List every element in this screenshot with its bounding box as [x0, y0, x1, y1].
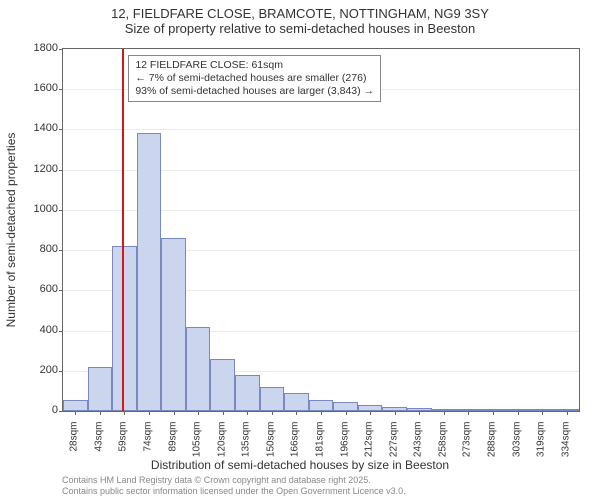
x-tickmark — [247, 411, 248, 415]
histogram-bar — [309, 400, 334, 411]
x-tickmark — [174, 411, 175, 415]
histogram-bar — [210, 359, 235, 411]
x-tick-label: 59sqm — [118, 422, 129, 464]
histogram-bar — [161, 238, 186, 411]
chart-title: 12, FIELDFARE CLOSE, BRAMCOTE, NOTTINGHA… — [0, 6, 600, 36]
y-tick-label: 0 — [8, 404, 58, 416]
info-box: 12 FIELDFARE CLOSE: 61sqm ← 7% of semi-d… — [128, 55, 381, 102]
x-tick-label: 150sqm — [265, 422, 276, 464]
x-tick-label: 227sqm — [388, 422, 399, 464]
attribution: Contains HM Land Registry data © Crown c… — [62, 475, 406, 496]
attrib-line2: Contains public sector information licen… — [62, 486, 406, 496]
y-tick-label: 800 — [8, 243, 58, 255]
x-tick-label: 120sqm — [216, 422, 227, 464]
x-tickmark — [542, 411, 543, 415]
x-tickmark — [75, 411, 76, 415]
y-tickmark — [59, 170, 63, 171]
y-tick-label: 600 — [8, 283, 58, 295]
y-tickmark — [59, 290, 63, 291]
x-tickmark — [272, 411, 273, 415]
x-tickmark — [100, 411, 101, 415]
x-tick-label: 288sqm — [487, 422, 498, 464]
x-tickmark — [444, 411, 445, 415]
y-tick-label: 1200 — [8, 163, 58, 175]
histogram-bar — [235, 375, 260, 411]
x-tick-label: 89sqm — [167, 422, 178, 464]
info-line3: 93% of semi-detached houses are larger (… — [135, 85, 374, 98]
x-tickmark — [124, 411, 125, 415]
x-tick-label: 212sqm — [364, 422, 375, 464]
y-tick-label: 200 — [8, 364, 58, 376]
reference-line — [122, 49, 124, 411]
y-tickmark — [59, 411, 63, 412]
histogram-bar — [63, 400, 88, 411]
title-line1: 12, FIELDFARE CLOSE, BRAMCOTE, NOTTINGHA… — [0, 6, 600, 21]
x-tick-label: 258sqm — [437, 422, 448, 464]
histogram-bar — [88, 367, 113, 411]
x-tick-label: 28sqm — [69, 422, 80, 464]
histogram-bar — [333, 402, 358, 411]
histogram-bar — [112, 246, 137, 411]
x-tickmark — [223, 411, 224, 415]
x-tick-label: 181sqm — [315, 422, 326, 464]
x-tick-label: 334sqm — [560, 422, 571, 464]
y-tickmark — [59, 371, 63, 372]
histogram-bar — [260, 387, 285, 411]
y-tick-label: 1800 — [8, 42, 58, 54]
x-tickmark — [198, 411, 199, 415]
x-tick-label: 105sqm — [192, 422, 203, 464]
histogram-bar — [186, 327, 211, 411]
y-tick-label: 1400 — [8, 122, 58, 134]
x-tickmark — [370, 411, 371, 415]
x-tick-label: 273sqm — [462, 422, 473, 464]
x-tickmark — [419, 411, 420, 415]
x-tickmark — [567, 411, 568, 415]
histogram-bar — [284, 393, 309, 411]
y-tick-label: 400 — [8, 324, 58, 336]
x-tick-label: 243sqm — [413, 422, 424, 464]
y-tickmark — [59, 210, 63, 211]
attrib-line1: Contains HM Land Registry data © Crown c… — [62, 475, 406, 485]
y-tickmark — [59, 89, 63, 90]
y-tickmark — [59, 250, 63, 251]
x-tick-label: 74sqm — [143, 422, 154, 464]
x-tick-label: 196sqm — [339, 422, 350, 464]
x-tickmark — [346, 411, 347, 415]
x-tick-label: 166sqm — [290, 422, 301, 464]
x-tick-label: 303sqm — [511, 422, 522, 464]
x-tick-label: 43sqm — [93, 422, 104, 464]
x-tickmark — [149, 411, 150, 415]
gridline — [63, 129, 579, 130]
title-line2: Size of property relative to semi-detach… — [0, 21, 600, 36]
x-tickmark — [395, 411, 396, 415]
y-tickmark — [59, 129, 63, 130]
y-tickmark — [59, 331, 63, 332]
x-tick-label: 135sqm — [241, 422, 252, 464]
plot-area: 12 FIELDFARE CLOSE: 61sqm ← 7% of semi-d… — [62, 48, 580, 412]
x-tickmark — [518, 411, 519, 415]
y-tick-label: 1600 — [8, 82, 58, 94]
info-line1: 12 FIELDFARE CLOSE: 61sqm — [135, 59, 374, 72]
x-tickmark — [493, 411, 494, 415]
info-line2: ← 7% of semi-detached houses are smaller… — [135, 72, 374, 85]
x-tickmark — [468, 411, 469, 415]
histogram-bar — [137, 133, 162, 411]
x-tickmark — [296, 411, 297, 415]
x-tickmark — [321, 411, 322, 415]
x-tick-label: 319sqm — [536, 422, 547, 464]
y-tickmark — [59, 49, 63, 50]
y-tick-label: 1000 — [8, 203, 58, 215]
